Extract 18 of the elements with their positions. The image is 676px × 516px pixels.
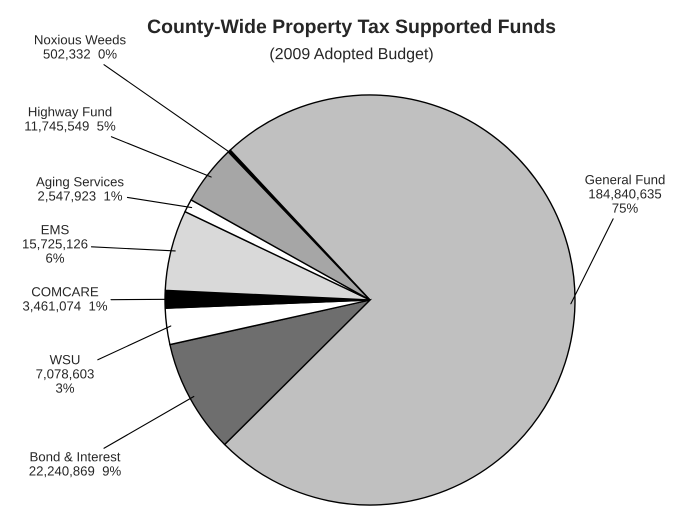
slice-label: EMS — [42, 224, 69, 234]
slice-label: COMCARE — [32, 287, 98, 296]
text: (2009 Adopted Budget) — [270, 48, 433, 62]
slice-label: Noxious Weeds — [35, 34, 126, 44]
data-label: 11,745,549 5% — [25, 121, 116, 132]
slice-label: WSU — [50, 354, 80, 364]
slice-label: Highway Fund — [28, 106, 112, 120]
slice-label: Bond & Interest — [30, 452, 120, 462]
data-label: 2,547,923 1% — [38, 191, 122, 202]
slice-label: Aging Services — [36, 176, 124, 190]
data-label: 22,240,869 9% — [29, 466, 121, 478]
data-label: 15,725,126 6% — [22, 239, 88, 263]
data-label: 3,461,074 1% — [22, 301, 108, 312]
slice-label: General Fund — [585, 174, 664, 184]
data-label: 7,078,603 3% — [36, 369, 94, 393]
chart-title: County-Wide Property Tax Supported Funds — [148, 18, 556, 38]
data-label: 184,840,635 75% — [589, 189, 662, 213]
data-label: 502,332 0% — [43, 49, 117, 60]
